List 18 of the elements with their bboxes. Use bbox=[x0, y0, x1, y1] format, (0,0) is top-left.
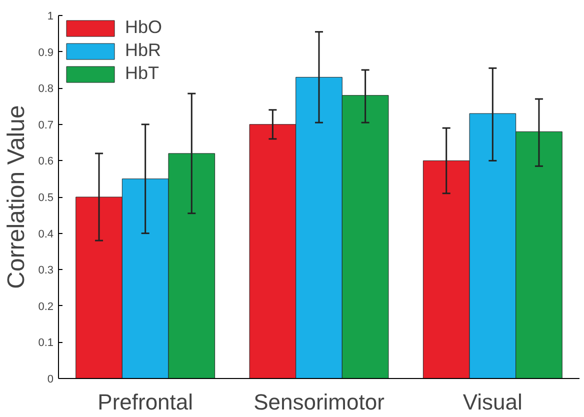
legend-label: HbT bbox=[125, 63, 160, 84]
y-tick-label: 0.5 bbox=[38, 192, 54, 204]
y-tick-label: 0.3 bbox=[38, 264, 54, 277]
x-tick-label: Visual bbox=[462, 390, 522, 414]
legend-label: HbR bbox=[125, 40, 162, 61]
y-tick-label: 0.6 bbox=[38, 156, 54, 168]
y-tick-label: 0.8 bbox=[38, 83, 54, 96]
x-tick-label: Sensorimotor bbox=[254, 390, 384, 414]
y-tick-label: 0 bbox=[47, 374, 54, 386]
y-tick-label: 1 bbox=[47, 10, 54, 22]
y-tick-label: 0.2 bbox=[38, 300, 54, 313]
y-tick-label: 0.4 bbox=[38, 228, 54, 240]
x-tick-label: Prefrontal bbox=[98, 390, 194, 414]
y-axis-title: Correlation Value bbox=[3, 105, 30, 289]
y-tick-label: 0.1 bbox=[38, 337, 54, 350]
y-tick-label: 0.7 bbox=[38, 119, 54, 132]
y-tick-label: 0.9 bbox=[38, 46, 54, 59]
legend-label: HbO bbox=[125, 17, 162, 38]
